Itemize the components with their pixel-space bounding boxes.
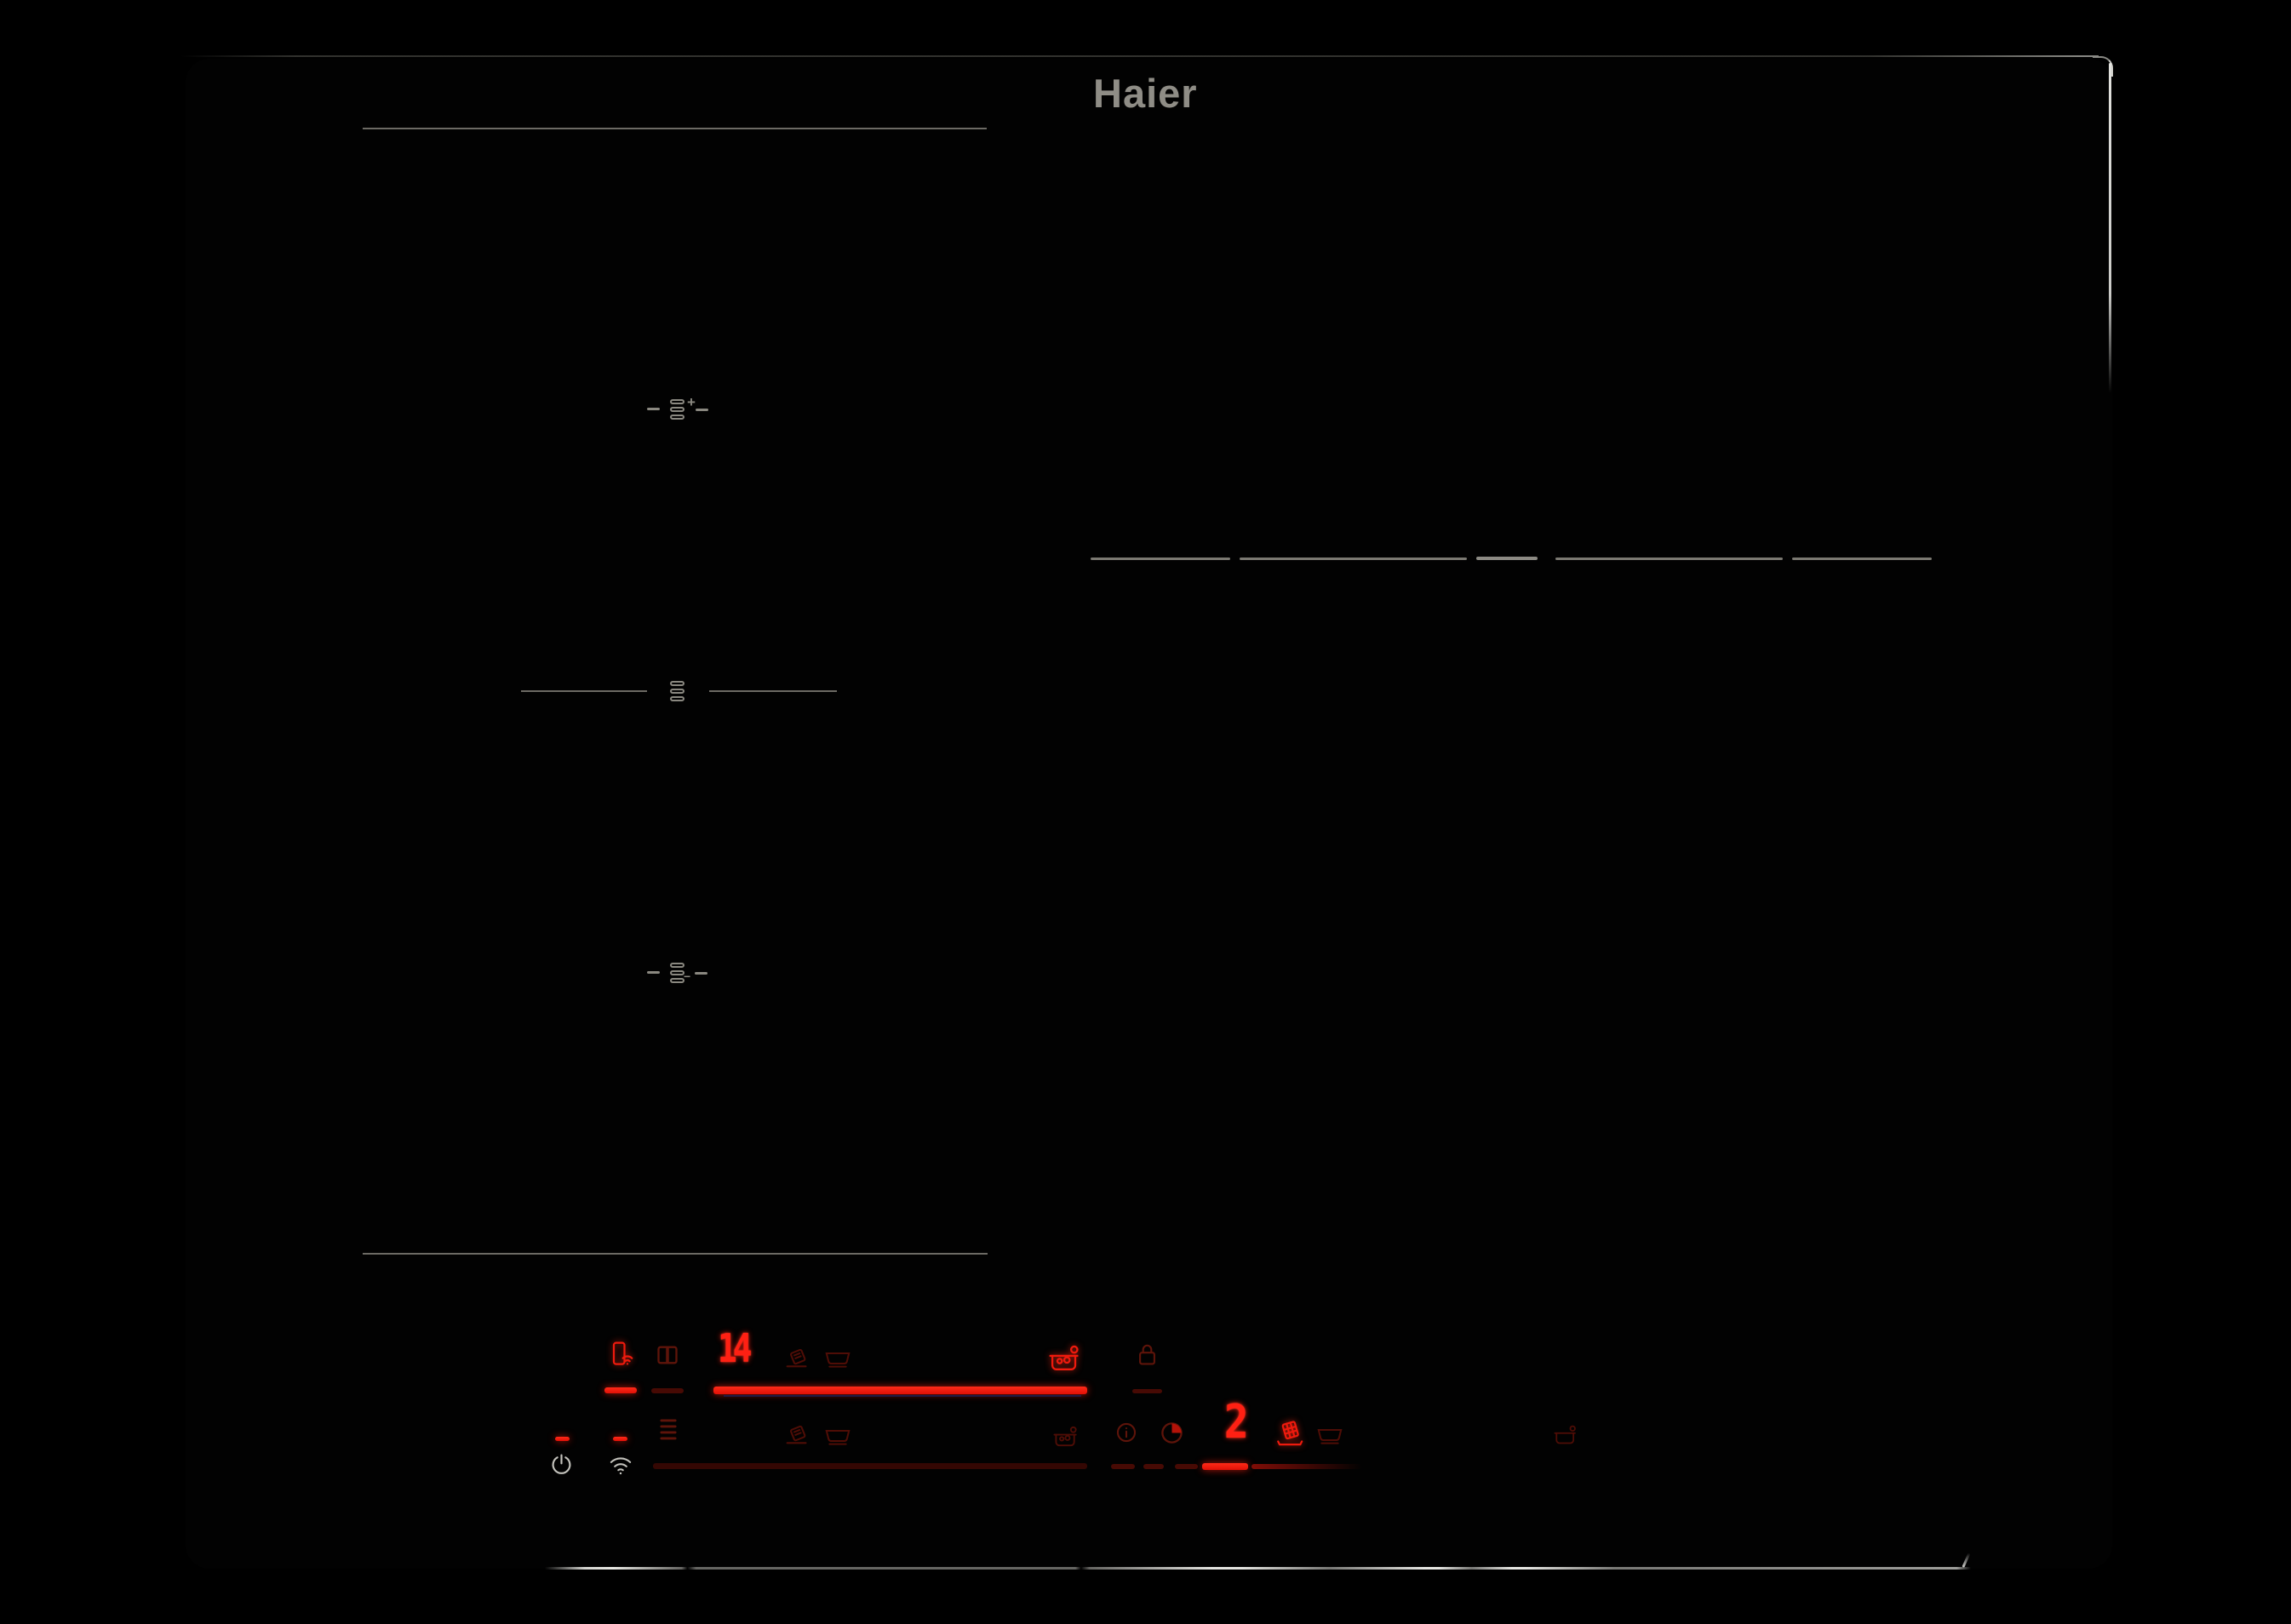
flex-plus-mark: + <box>687 394 696 410</box>
power-slider-upper-dash[interactable] <box>604 1387 637 1393</box>
marker-cell <box>670 970 684 975</box>
power-indicator-dash <box>555 1437 570 1441</box>
lower-zone-level-display: 2 <box>1224 1395 1249 1449</box>
lock-indicator-dash <box>1132 1389 1162 1393</box>
flex-zone-top-line <box>363 128 987 129</box>
brand-logo: Haier <box>1093 71 1198 116</box>
upper-zone-level-display: 14 <box>718 1325 753 1371</box>
hob-bottom-edge <box>545 1567 1971 1570</box>
marker-dash <box>695 972 707 975</box>
power-slider-lower[interactable] <box>653 1463 1087 1469</box>
marker-cell <box>670 978 684 983</box>
right-zone-divider-seg <box>1555 558 1783 560</box>
keep-warm-icon[interactable] <box>1314 1426 1345 1444</box>
flex-center-line-right <box>709 690 837 692</box>
keep-warm-icon[interactable] <box>822 1427 853 1445</box>
right-zone-divider-center <box>1476 557 1538 560</box>
marker-cell <box>670 689 684 694</box>
hob-right-edge <box>2109 63 2111 393</box>
marker-dash <box>647 971 660 974</box>
right-zone-divider-seg <box>1792 558 1932 560</box>
pan-detect-icon[interactable] <box>1551 1423 1582 1447</box>
timer-icon[interactable] <box>1159 1420 1185 1446</box>
chef-function-icon[interactable] <box>1275 1420 1308 1449</box>
marker-cell <box>670 415 684 420</box>
power-slider-lower-dash[interactable] <box>1175 1464 1198 1469</box>
hob-top-edge <box>180 55 2099 57</box>
boil-icon[interactable] <box>1047 1342 1085 1375</box>
flex-zone-bottom-line <box>363 1253 988 1255</box>
power-slider-upper[interactable] <box>713 1387 1087 1394</box>
fry-pan-icon[interactable] <box>784 1422 813 1446</box>
right-zone-divider-seg <box>1240 558 1467 560</box>
flex-minus-mark: − <box>684 969 691 983</box>
power-slider-lower-fade[interactable] <box>1251 1464 1362 1469</box>
marker-cell <box>670 696 684 701</box>
flex-center-line-left <box>521 690 647 692</box>
wifi-icon[interactable] <box>608 1454 633 1476</box>
fry-pan-icon[interactable] <box>784 1346 813 1370</box>
boil-icon[interactable] <box>1051 1424 1083 1450</box>
power-slider-lower-dash[interactable] <box>1143 1464 1164 1469</box>
pan-position-marker-center <box>670 681 684 701</box>
keep-warm-icon[interactable] <box>822 1349 853 1368</box>
marker-cell <box>670 399 684 404</box>
slider-reflection <box>724 1395 1081 1397</box>
marker-cell <box>670 681 684 686</box>
phone-wifi-icon <box>610 1341 635 1370</box>
wifi-indicator-dash <box>613 1437 627 1441</box>
hob-glass-surface <box>186 59 2112 1569</box>
power-slider-lower-level[interactable] <box>1202 1463 1248 1470</box>
pan-position-marker-front <box>670 963 684 983</box>
marker-dash <box>647 408 660 410</box>
bridge-zone-icon[interactable] <box>656 1343 679 1367</box>
power-slider-lower-dash[interactable] <box>1111 1464 1135 1469</box>
pan-position-marker-rear <box>670 399 684 420</box>
power-icon[interactable] <box>549 1452 574 1477</box>
marker-cell <box>670 407 684 412</box>
power-slider-upper-dash[interactable] <box>651 1388 684 1393</box>
flex-stack-icon[interactable] <box>656 1416 680 1444</box>
marker-cell <box>670 963 684 968</box>
hob-top-right-corner <box>2093 56 2113 77</box>
info-icon[interactable] <box>1114 1421 1138 1444</box>
marker-dash <box>696 409 708 411</box>
right-zone-divider-seg <box>1091 558 1230 560</box>
lock-icon[interactable] <box>1136 1341 1159 1367</box>
